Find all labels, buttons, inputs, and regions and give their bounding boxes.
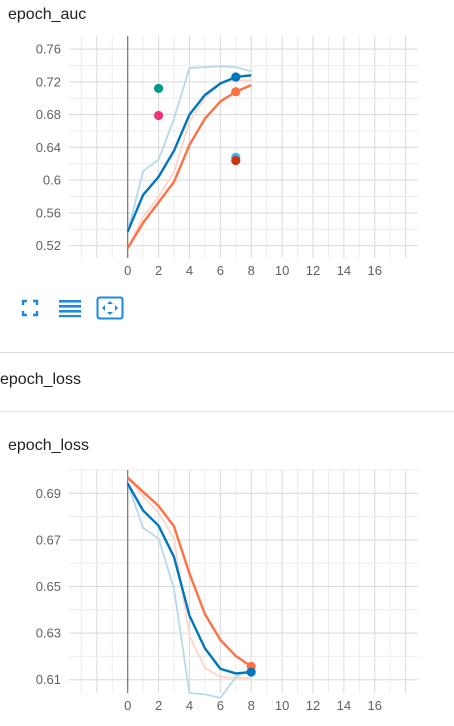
x-tick-label: 0 — [124, 263, 131, 278]
y-tick-label: 0.64 — [36, 140, 61, 155]
y-tick-label: 0.69 — [36, 486, 61, 501]
chart-title-auc: epoch_auc — [8, 6, 87, 23]
y-tick-label: 0.72 — [36, 74, 61, 89]
section-title-loss: epoch_loss — [0, 371, 81, 388]
y-tick-label: 0.61 — [36, 672, 61, 687]
x-tick-label: 4 — [186, 698, 193, 713]
series-raw-line-1 — [126, 65, 252, 233]
x-tick-label: 10 — [275, 263, 289, 278]
fit-domain-icon — [96, 296, 124, 320]
fullscreen-button[interactable] — [16, 295, 44, 321]
x-tick-label: 0 — [124, 698, 131, 713]
data-point-3 — [231, 155, 241, 166]
x-tick-label: 14 — [337, 263, 351, 278]
data-selection-button[interactable] — [56, 295, 84, 321]
lines-icon — [59, 300, 81, 318]
y-tick-label: 0.56 — [36, 205, 61, 220]
data-point-1 — [153, 110, 164, 121]
loss-section-header[interactable]: epoch_loss — [0, 352, 454, 412]
series-line-0 — [126, 84, 252, 249]
fullscreen-icon — [21, 299, 39, 317]
y-tick-label: 0.65 — [36, 579, 61, 594]
x-tick-label: 2 — [155, 698, 162, 713]
series-line-1 — [126, 74, 252, 233]
y-tick-label: 0.67 — [36, 532, 61, 547]
x-tick-label: 4 — [186, 263, 193, 278]
data-point-5 — [231, 87, 241, 97]
series-raw-line-1 — [126, 483, 252, 699]
series-line-1 — [126, 482, 252, 675]
series-raw-line-0 — [126, 477, 252, 679]
x-tick-label: 14 — [337, 698, 351, 713]
x-tick-label: 2 — [155, 263, 162, 278]
x-tick-label: 12 — [306, 698, 320, 713]
x-tick-label: 8 — [248, 698, 255, 713]
chart-title-loss: epoch_loss — [8, 437, 89, 454]
x-tick-label: 8 — [248, 263, 255, 278]
y-tick-label: 0.6 — [43, 173, 61, 188]
x-tick-label: 16 — [368, 698, 382, 713]
x-tick-label: 16 — [368, 263, 382, 278]
x-tick-label: 6 — [217, 263, 224, 278]
y-tick-label: 0.68 — [36, 107, 61, 122]
loss-chart[interactable]: 0.61 0.63 0.65 0.67 0.69 0 2 4 6 8 10 12 14 16 — [0, 460, 454, 726]
x-tick-label: 6 — [217, 698, 224, 713]
x-tick-label: 10 — [275, 698, 289, 713]
y-tick-label: 0.76 — [36, 42, 61, 57]
series-raw-line-0 — [126, 79, 252, 249]
data-point-0 — [153, 83, 164, 94]
chart-toolbar — [16, 294, 124, 322]
series-line-0 — [126, 476, 252, 668]
auc-chart[interactable]: 0.52 0.56 0.6 0.64 0.68 0.72 0.76 0 2 4 6 8 10 12 14 16 — [0, 30, 454, 292]
fit-domain-button[interactable] — [96, 295, 124, 321]
y-tick-label: 0.52 — [36, 238, 61, 253]
data-point-1 — [246, 667, 256, 677]
x-tick-label: 12 — [306, 263, 320, 278]
y-tick-label: 0.63 — [36, 626, 61, 641]
data-point-4 — [231, 72, 241, 82]
